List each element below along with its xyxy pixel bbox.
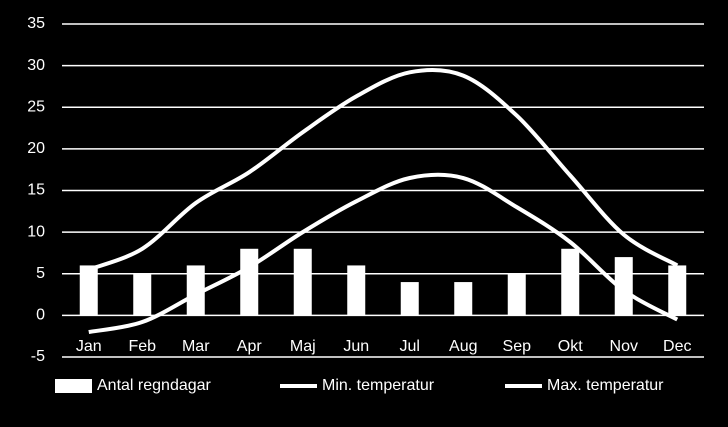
x-tick-label: Sep — [503, 338, 532, 355]
x-tick-label: Jul — [400, 338, 420, 355]
bar — [186, 265, 205, 316]
x-tick-label: Okt — [558, 338, 583, 355]
y-tick-label: 20 — [27, 140, 45, 157]
bar — [240, 248, 259, 316]
x-tick-label: Maj — [290, 338, 316, 355]
legend-marker — [55, 379, 92, 393]
y-tick-label: -5 — [31, 348, 45, 365]
y-tick-label: 0 — [36, 307, 45, 324]
x-tick-label: Dec — [663, 338, 691, 355]
bar — [79, 265, 98, 316]
x-tick-label: Nov — [610, 338, 638, 355]
x-tick-label: Feb — [128, 338, 156, 355]
y-tick-label: 5 — [36, 265, 45, 282]
x-tick-label: Mar — [182, 338, 210, 355]
bar — [400, 282, 419, 316]
bar — [668, 265, 687, 316]
y-tick-label: 30 — [27, 57, 45, 74]
bar — [507, 273, 526, 316]
bar — [454, 282, 473, 316]
bar — [614, 257, 633, 316]
y-tick-label: 10 — [27, 223, 45, 240]
bar — [293, 248, 312, 316]
legend-label: Max. temperatur — [547, 377, 664, 394]
y-tick-label: 35 — [27, 15, 45, 32]
line — [88, 67, 679, 272]
y-tick-label: 25 — [27, 98, 45, 115]
x-tick-label: Apr — [237, 338, 263, 355]
line — [88, 172, 679, 334]
legend-label: Min. temperatur — [322, 377, 435, 394]
legend-label: Antal regndagar — [97, 377, 212, 394]
bar — [133, 273, 152, 316]
bar — [347, 265, 366, 316]
y-tick-label: 15 — [27, 182, 45, 199]
bar — [561, 248, 580, 316]
x-tick-label: Aug — [449, 338, 477, 355]
x-tick-label: Jun — [343, 338, 369, 355]
x-tick-label: Jan — [76, 338, 102, 355]
